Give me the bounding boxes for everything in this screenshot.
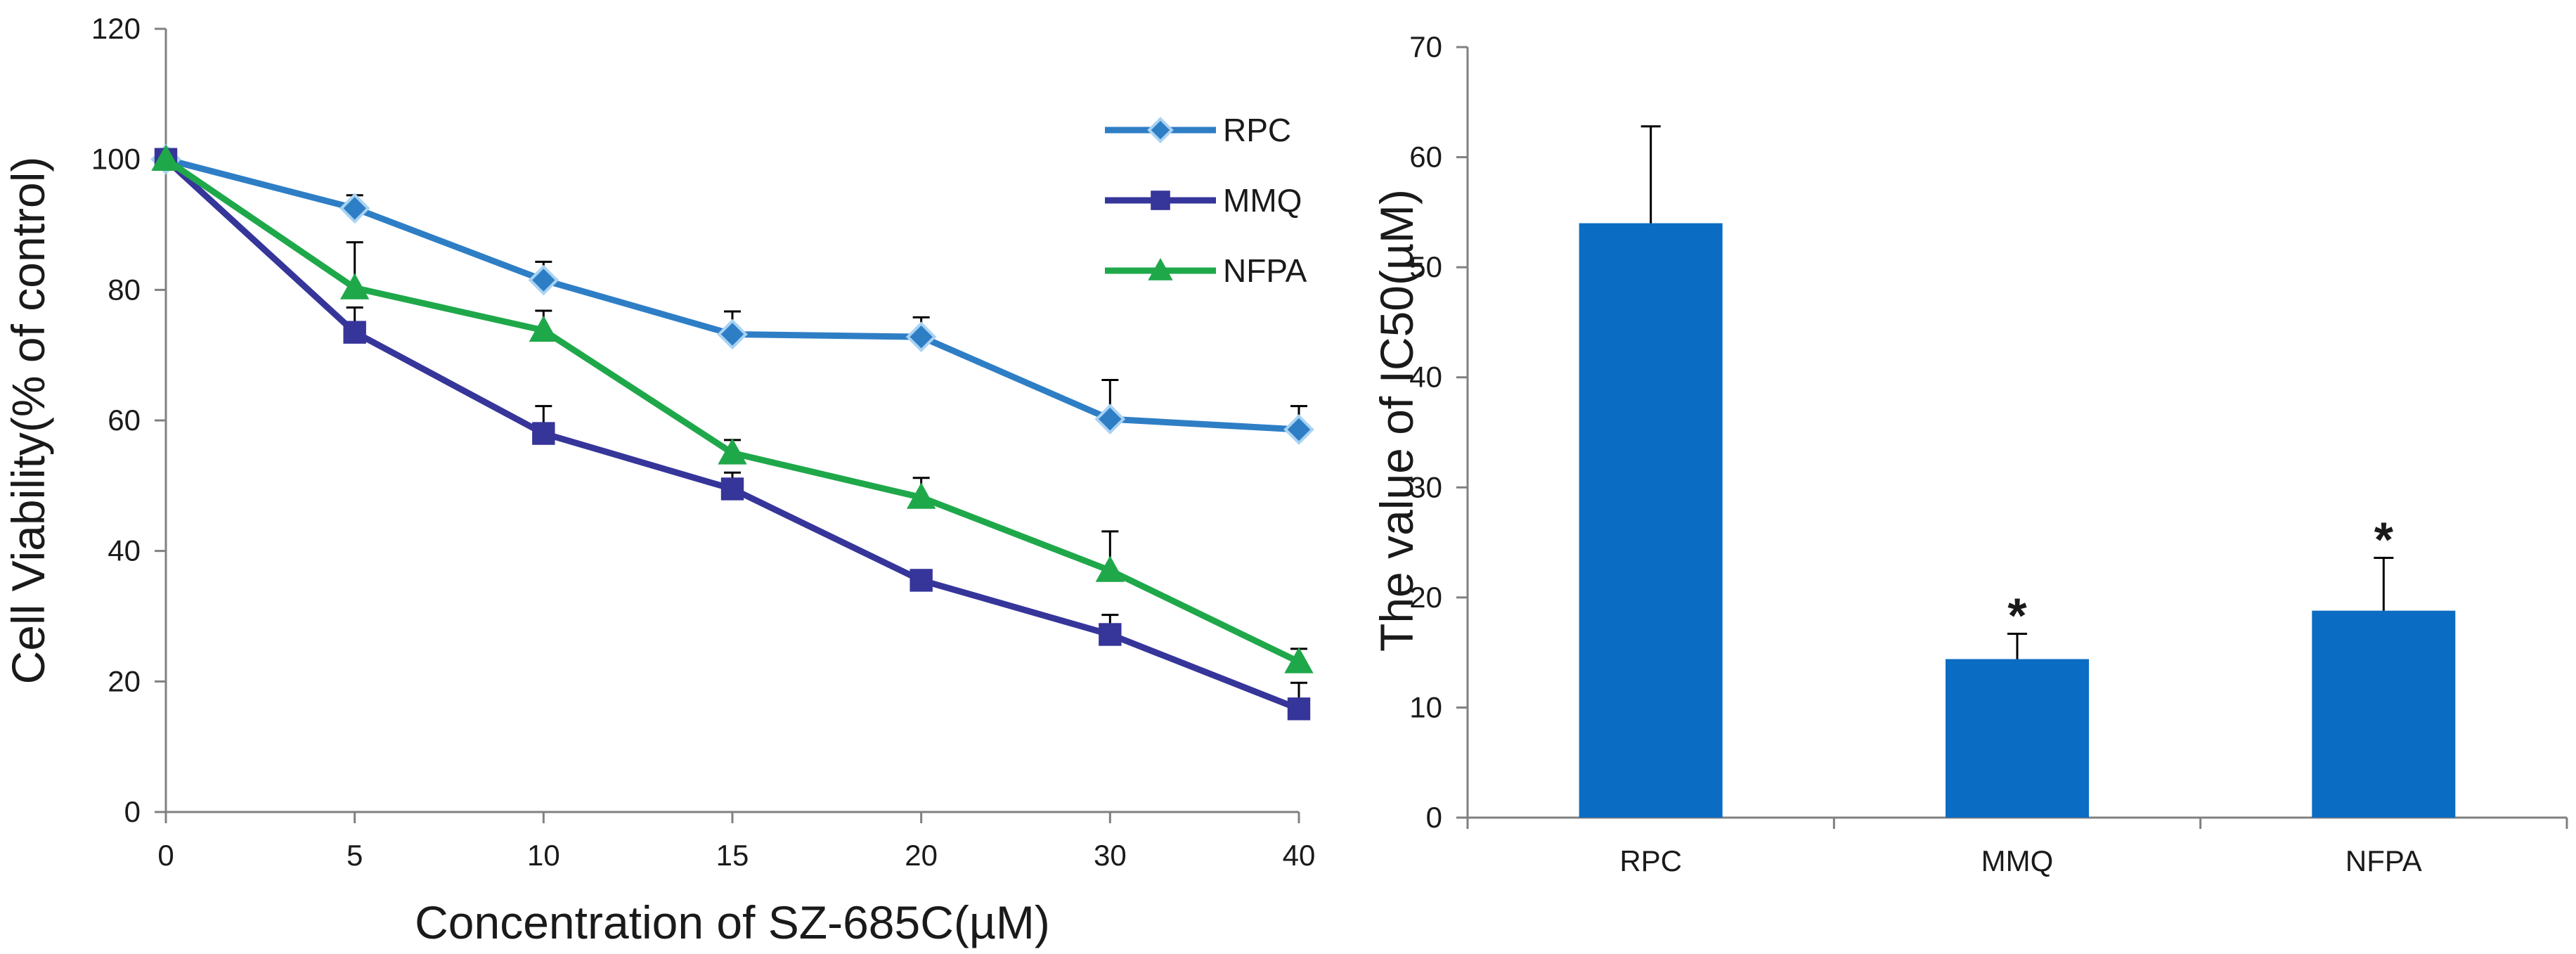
y-tick-label: 20 [108,664,141,697]
y-ticks: 0 20 40 60 80 100 120 [91,12,166,828]
y-tick-label: 60 [108,404,141,437]
series-group [150,143,1314,721]
data-point-nfpa [1284,647,1314,673]
legend-marker-mmq [1151,191,1170,210]
data-point-rpc [1094,404,1126,434]
y-tick-label: 50 [1409,250,1442,283]
y-tick-label: 20 [1409,581,1442,614]
x-tick-label-nfpa: NFPA [2345,844,2422,877]
data-point-mmq [532,422,555,445]
y-tick-label: 40 [1409,361,1442,394]
series-line-mmq [163,157,1300,712]
y-tick-label: 70 [1409,30,1442,63]
legend-label-rpc: RPC [1223,112,1291,148]
data-point-mmq [1287,697,1311,721]
x-tick-label: 40 [1283,839,1316,872]
data-point-nfpa [529,315,559,342]
x-tick-labels: RPC MMQ NFPA [1619,844,2421,877]
legend-marker-rpc [1147,117,1174,143]
data-point-rpc [528,264,559,296]
legend-marker-nfpa [1148,257,1173,281]
data-point-mmq [720,477,744,501]
y-axis-label: The value of IC50(µM) [1371,189,1423,652]
y-tick-label: 100 [91,143,141,176]
data-point-nfpa [718,438,747,465]
bars: ** [1579,125,2456,818]
data-point-mmq [1099,623,1122,646]
x-ticks: 0 5 10 15 20 30 40 [157,812,1315,872]
series-line-nfpa [164,156,1300,665]
bar-nfpa [2312,610,2456,818]
data-point-nfpa [1095,555,1125,582]
data-point-nfpa [339,273,370,299]
x-tick-label: 30 [1094,839,1127,872]
x-tick-label-mmq: MMQ [1981,844,2054,877]
bar-rpc [1579,223,1723,818]
y-axis-label: Cell Viability(% of control) [2,157,54,685]
x-tick-label: 10 [527,839,560,872]
x-axis-label: Concentration of SZ-685C(µM) [415,896,1050,948]
y-tick-label: 60 [1409,141,1442,174]
x-tick-label-rpc: RPC [1619,844,1682,877]
data-point-rpc [339,193,370,224]
y-tick-label: 10 [1409,690,1442,723]
data-point-rpc [1283,414,1314,445]
y-tick-label: 120 [91,12,141,45]
x-tick-label: 0 [157,839,174,872]
data-point-rpc [905,321,937,353]
data-point-nfpa [151,144,181,171]
data-point-nfpa [906,482,936,509]
y-tick-label: 0 [124,795,141,828]
data-point-rpc [717,318,748,350]
x-tick-label: 5 [347,839,363,872]
y-tick-label: 40 [108,534,141,567]
legend-label-nfpa: NFPA [1223,252,1307,289]
data-point-mmq [343,321,366,344]
bar-mmq [1946,659,2089,818]
y-ticks: 0 10 20 30 40 50 60 70 [1409,30,2568,834]
y-tick-label: 80 [108,273,141,306]
y-tick-label: 30 [1409,470,1442,503]
legend-label-mmq: MMQ [1223,182,1302,219]
significance-marker-nfpa: * [2374,512,2394,567]
significance-marker-mmq: * [2007,588,2027,643]
legend: RPC MMQ NFPA [1105,112,1307,289]
x-tick-label: 20 [905,839,938,872]
data-point-mmq [910,569,933,592]
x-tick-label: 15 [716,839,749,872]
y-tick-label: 0 [1426,801,1442,834]
